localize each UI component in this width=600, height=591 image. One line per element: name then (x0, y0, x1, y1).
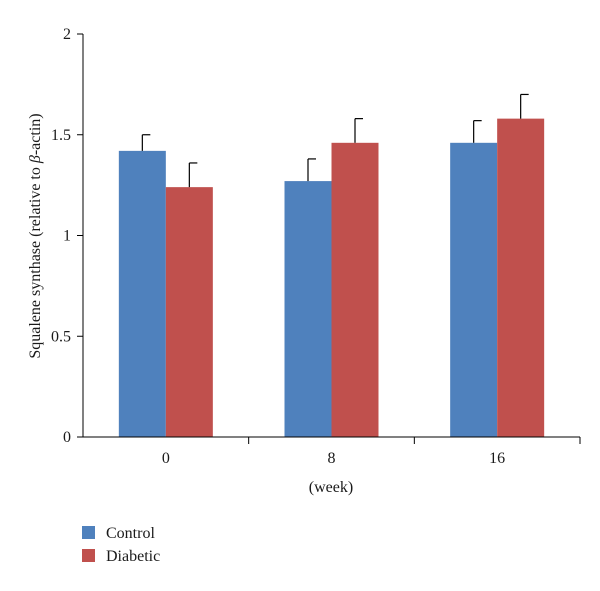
x-tick-label: 0 (162, 450, 170, 467)
y-tick-label: 2 (63, 26, 71, 43)
x-axis-label: (week) (309, 479, 353, 496)
y-tick-label: 1 (63, 228, 71, 245)
legend: Control Diabetic (82, 525, 160, 565)
legend-label-control: Control (106, 525, 155, 542)
bar-control-week-16 (450, 142, 498, 437)
y-axis-label: Squalene synthase (relative to β-actin) (27, 113, 44, 358)
x-tick-label: 8 (328, 450, 336, 467)
bar-control-week-8 (284, 181, 332, 437)
bar-diabetic-week-16 (497, 118, 545, 437)
y-tick-label: 0.5 (51, 328, 71, 345)
bar-diabetic-week-0 (165, 187, 213, 437)
error-bars-layer (141, 93, 529, 188)
y-tick-label: 0 (63, 429, 71, 446)
legend-swatch-control (82, 526, 95, 539)
legend-label-diabetic: Diabetic (106, 548, 160, 565)
bar-diabetic-week-8 (331, 142, 379, 437)
y-axis-label-beta: β (27, 155, 44, 164)
x-tick-label: 16 (489, 450, 505, 467)
bar-control-week-0 (118, 150, 166, 437)
axes-layer: 0 0.5 1 1.5 2 0 8 16 (51, 26, 581, 467)
y-axis-label-suffix: -actin) (27, 113, 44, 155)
legend-swatch-diabetic (82, 549, 95, 562)
y-axis-label-prefix: Squalene synthase (relative to (27, 163, 44, 359)
bars-layer (118, 118, 545, 437)
y-tick-label: 1.5 (51, 127, 71, 144)
